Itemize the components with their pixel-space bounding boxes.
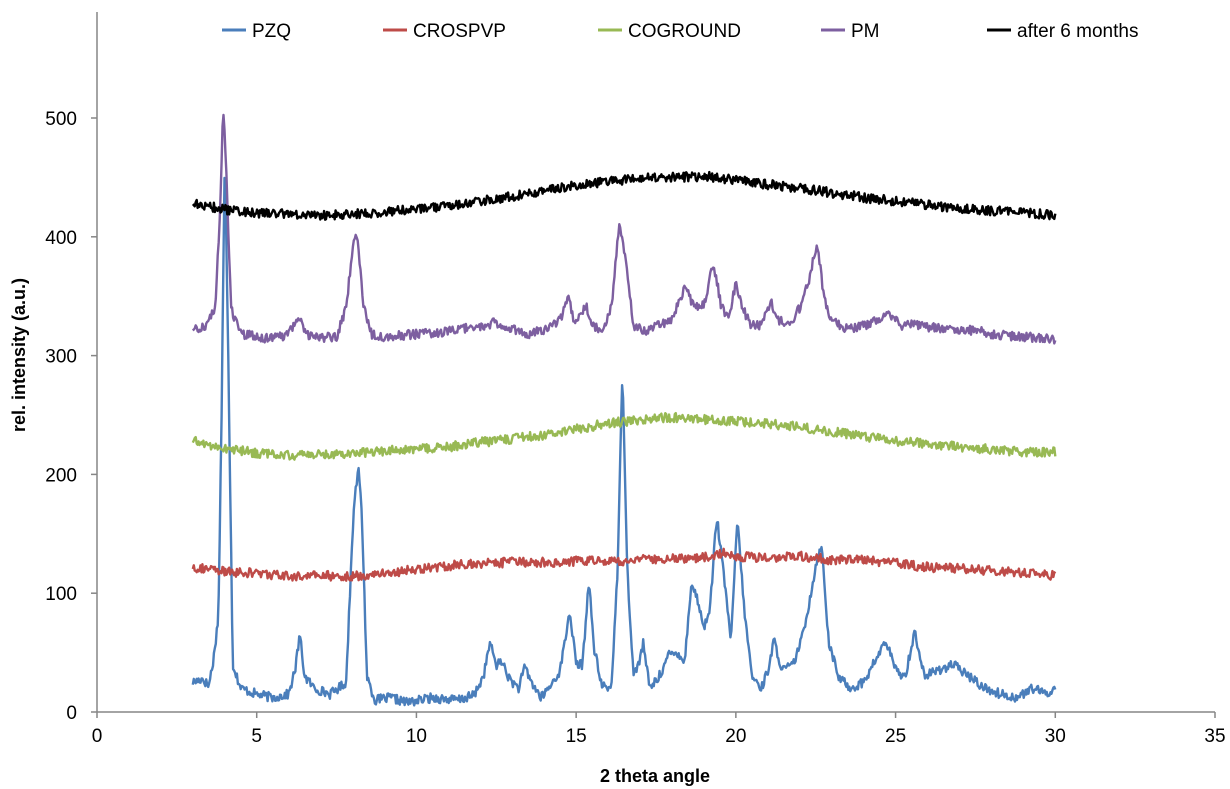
- x-tick-label: 5: [251, 726, 262, 747]
- y-tick-label: 200: [45, 465, 77, 486]
- series-line-coground: [191, 411, 1057, 461]
- x-axis-title: 2 theta angle: [600, 766, 710, 786]
- y-tick-label: 400: [45, 228, 77, 249]
- y-tick-label: 300: [45, 347, 77, 368]
- x-tick-label: 25: [885, 726, 906, 747]
- series-line-crospvp: [191, 547, 1057, 582]
- legend: PZQ CROSPVP COGROUND PM after 6 months: [222, 21, 1138, 42]
- series-line-pzq: [191, 176, 1057, 707]
- series-line-pm: [191, 113, 1057, 345]
- legend-label-crospvp: CROSPVP: [413, 21, 506, 42]
- x-tick-label: 15: [566, 726, 587, 747]
- series-layer: [191, 113, 1057, 707]
- y-tick-label: 100: [45, 584, 77, 605]
- y-tick-label: 500: [45, 109, 77, 130]
- x-tick-label: 10: [406, 726, 427, 747]
- axes: 0 5 10 15 20 25 30 35 0 100 200 300 400 500: [45, 12, 1226, 747]
- y-tick-label: 0: [66, 703, 77, 724]
- series-line-after-6-months: [191, 170, 1057, 221]
- legend-label-pm: PM: [851, 21, 880, 42]
- x-tick-label: 35: [1204, 726, 1225, 747]
- x-tick-label: 20: [725, 726, 746, 747]
- legend-label-coground: COGROUND: [628, 21, 741, 42]
- y-axis-title: rel. intensity (a.u.): [9, 278, 29, 432]
- legend-label-pzq: PZQ: [252, 21, 291, 42]
- legend-label-after-6-months: after 6 months: [1017, 21, 1138, 42]
- x-tick-label: 30: [1045, 726, 1066, 747]
- x-tick-label: 0: [92, 726, 103, 747]
